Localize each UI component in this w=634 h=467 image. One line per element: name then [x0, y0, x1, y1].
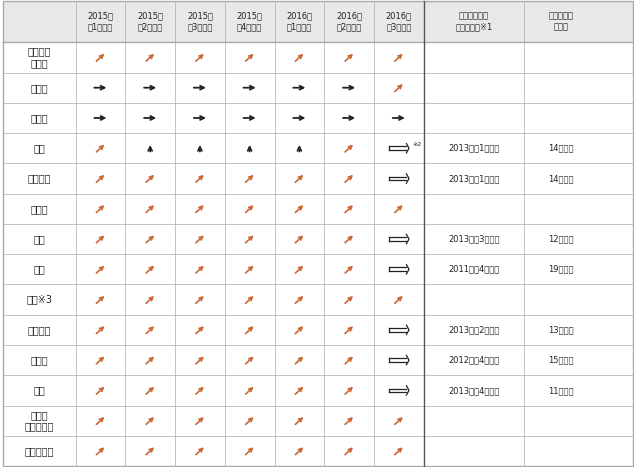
- Text: 2013年第4四半期: 2013年第4四半期: [448, 386, 500, 395]
- Bar: [3, 375, 633, 405]
- Text: 2013年第1四半期: 2013年第1四半期: [448, 174, 500, 183]
- Text: 2015年
第1四半期: 2015年 第1四半期: [87, 12, 113, 32]
- Bar: [3, 284, 633, 315]
- Text: 南青山: 南青山: [30, 204, 48, 214]
- Text: 都筑区
センター南: 都筑区 センター南: [25, 410, 54, 432]
- Bar: [3, 254, 633, 284]
- Text: 2013年第3四半期: 2013年第3四半期: [448, 234, 500, 244]
- Text: 新百合ヶ丘: 新百合ヶ丘: [25, 446, 54, 456]
- Text: 2016年
第1四半期: 2016年 第1四半期: [287, 12, 313, 32]
- Text: 豊洲: 豊洲: [34, 264, 45, 274]
- Bar: [3, 1, 633, 42]
- Text: 12四半期: 12四半期: [548, 234, 573, 244]
- Text: 柏の葉: 柏の葉: [30, 113, 48, 123]
- Text: 上昇が続い
た期間: 上昇が続い た期間: [548, 12, 573, 32]
- Text: 13四半期: 13四半期: [548, 325, 574, 334]
- Text: 2015年
第3四半期: 2015年 第3四半期: [187, 12, 213, 32]
- Text: さいたま
新都心: さいたま 新都心: [28, 47, 51, 68]
- Text: 2016年
第2四半期: 2016年 第2四半期: [336, 12, 362, 32]
- Bar: [3, 405, 633, 436]
- Text: 14四半期: 14四半期: [548, 174, 573, 183]
- Bar: [3, 224, 633, 254]
- Text: 地価が上昇に
転じた時期※1: 地価が上昇に 転じた時期※1: [455, 12, 493, 32]
- Text: 佃・月島: 佃・月島: [28, 174, 51, 184]
- Text: 吉祥寺: 吉祥寺: [30, 355, 48, 365]
- Text: 19四半期: 19四半期: [548, 265, 573, 274]
- Bar: [3, 345, 633, 375]
- Bar: [3, 42, 633, 72]
- Bar: [3, 103, 633, 133]
- Bar: [3, 72, 633, 103]
- Text: 2015年
第4四半期: 2015年 第4四半期: [236, 12, 262, 32]
- Text: 2013年第2四半期: 2013年第2四半期: [448, 325, 500, 334]
- Text: 新浦安: 新浦安: [30, 83, 48, 93]
- Text: 2015年
第2四半期: 2015年 第2四半期: [137, 12, 163, 32]
- Text: 立川: 立川: [34, 385, 45, 396]
- Text: 2016年
第3四半期: 2016年 第3四半期: [385, 12, 412, 32]
- Text: 有明※3: 有明※3: [27, 295, 53, 304]
- Text: 番町: 番町: [34, 143, 45, 153]
- Bar: [3, 194, 633, 224]
- Text: 14四半期: 14四半期: [548, 144, 573, 153]
- Bar: [3, 133, 633, 163]
- Text: 15四半期: 15四半期: [548, 356, 573, 365]
- Text: 品川: 品川: [34, 234, 45, 244]
- Text: 2013年第1四半期: 2013年第1四半期: [448, 144, 500, 153]
- Text: 11四半期: 11四半期: [548, 386, 573, 395]
- Text: ※2: ※2: [412, 142, 422, 148]
- Bar: [3, 163, 633, 194]
- Text: 二子玉川: 二子玉川: [28, 325, 51, 335]
- Text: 2012年第4四半期: 2012年第4四半期: [448, 356, 500, 365]
- Bar: [3, 315, 633, 345]
- Text: 2011年第4四半期: 2011年第4四半期: [448, 265, 500, 274]
- Bar: [3, 436, 633, 466]
